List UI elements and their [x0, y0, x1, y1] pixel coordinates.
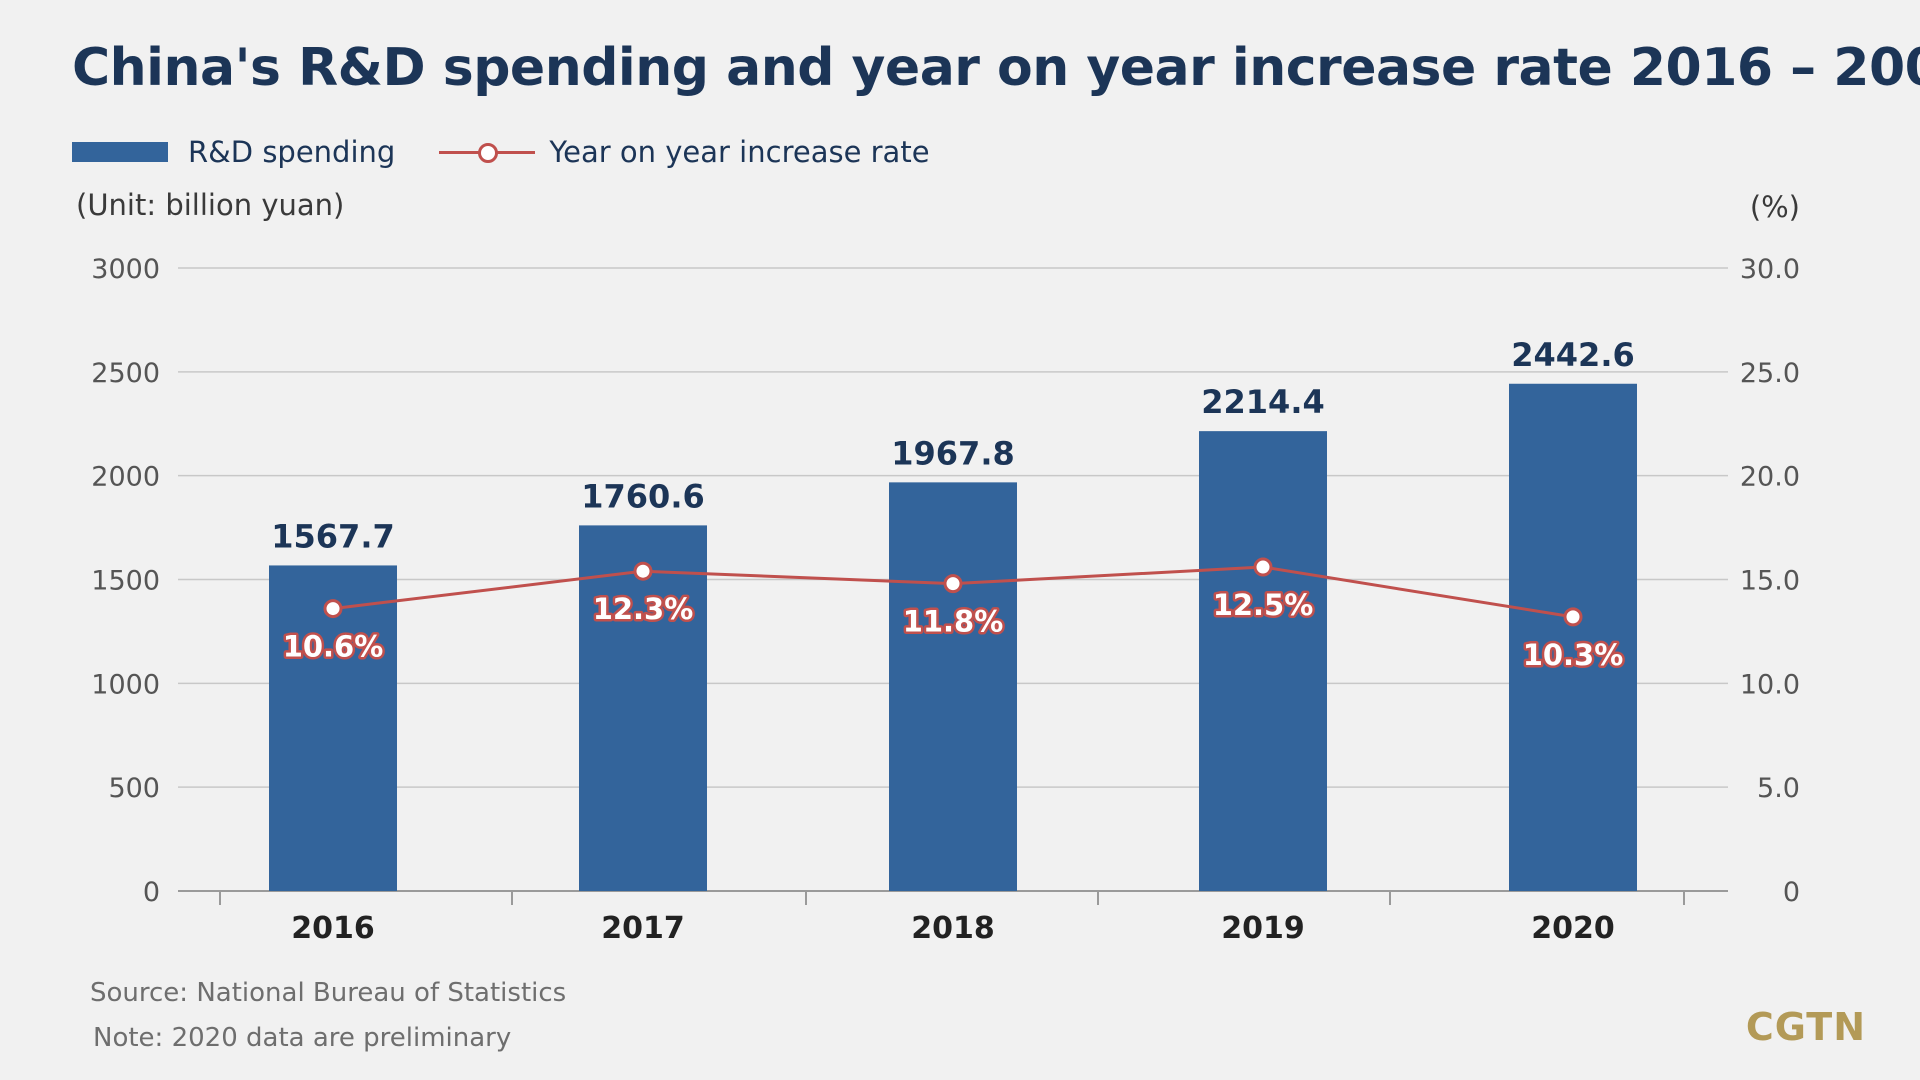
line-value-label: 10.6%	[283, 630, 384, 664]
x-tick-label: 2018	[911, 911, 995, 946]
preliminary-note: Note: 2020 data are preliminary	[93, 1023, 512, 1053]
bar-value-label: 1967.8	[891, 434, 1014, 472]
y-right-tick-label: 30.0	[1740, 254, 1800, 285]
legend-label-increase-rate: Year on year increase rate	[549, 135, 930, 169]
y-right-tick-label: 0	[1783, 877, 1800, 908]
line-point-increase-rate	[1563, 607, 1583, 627]
left-axis-unit-label: (Unit: billion yuan)	[76, 188, 345, 222]
y-left-tick-label: 500	[108, 773, 160, 804]
line-value-label: 12.5%	[1213, 588, 1314, 622]
chart-title: China's R&D spending and year on year in…	[72, 38, 1920, 98]
y-left-tick-label: 1000	[91, 669, 160, 700]
legend-line-swatch	[439, 140, 536, 164]
bar-value-label: 2442.6	[1511, 336, 1634, 374]
legend-label-rd-spending: R&D spending	[188, 135, 396, 169]
line-point-increase-rate	[943, 574, 963, 594]
y-left-tick-label: 2000	[91, 462, 160, 493]
bar-rd-spending	[889, 482, 1017, 891]
line-point-increase-rate	[1253, 557, 1273, 577]
line-value-label: 11.8%	[903, 605, 1004, 639]
line-value-label: 10.3%	[1523, 638, 1624, 672]
line-value-label: 12.3%	[593, 592, 694, 626]
legend: R&D spending Year on year increase rate	[72, 132, 974, 172]
bar-rd-spending	[1199, 431, 1327, 891]
y-right-tick-label: 5.0	[1757, 773, 1800, 804]
y-right-tick-label: 10.0	[1740, 669, 1800, 700]
source-note: Source: National Bureau of Statistics	[90, 978, 567, 1008]
bar-value-label: 1760.6	[581, 477, 704, 515]
legend-item-rd-spending: R&D spending	[72, 135, 395, 169]
cgtn-logo: CGTN	[1745, 1005, 1866, 1049]
line-point-increase-rate	[633, 561, 653, 581]
right-axis-unit-label: (%)	[1749, 190, 1800, 224]
x-tick-label: 2019	[1221, 911, 1305, 946]
legend-bar-swatch	[72, 142, 168, 162]
bar-rd-spending	[579, 525, 707, 891]
line-point-increase-rate	[323, 599, 343, 619]
y-right-tick-label: 25.0	[1740, 358, 1800, 389]
legend-item-increase-rate: Year on year increase rate	[439, 135, 930, 169]
x-tick-label: 2020	[1531, 911, 1615, 946]
y-left-tick-label: 1500	[91, 566, 160, 597]
bar-value-label: 1567.7	[271, 517, 394, 555]
x-tick-label: 2016	[291, 911, 375, 946]
y-left-tick-label: 3000	[91, 254, 160, 285]
x-tick-label: 2017	[601, 911, 685, 946]
bar-rd-spending	[1509, 383, 1637, 891]
y-left-tick-label: 0	[143, 877, 160, 908]
bar-value-label: 2214.4	[1201, 383, 1324, 421]
bar-rd-spending	[269, 565, 397, 891]
y-left-tick-label: 2500	[91, 358, 160, 389]
y-right-tick-label: 20.0	[1740, 462, 1800, 493]
y-right-tick-label: 15.0	[1740, 566, 1800, 597]
